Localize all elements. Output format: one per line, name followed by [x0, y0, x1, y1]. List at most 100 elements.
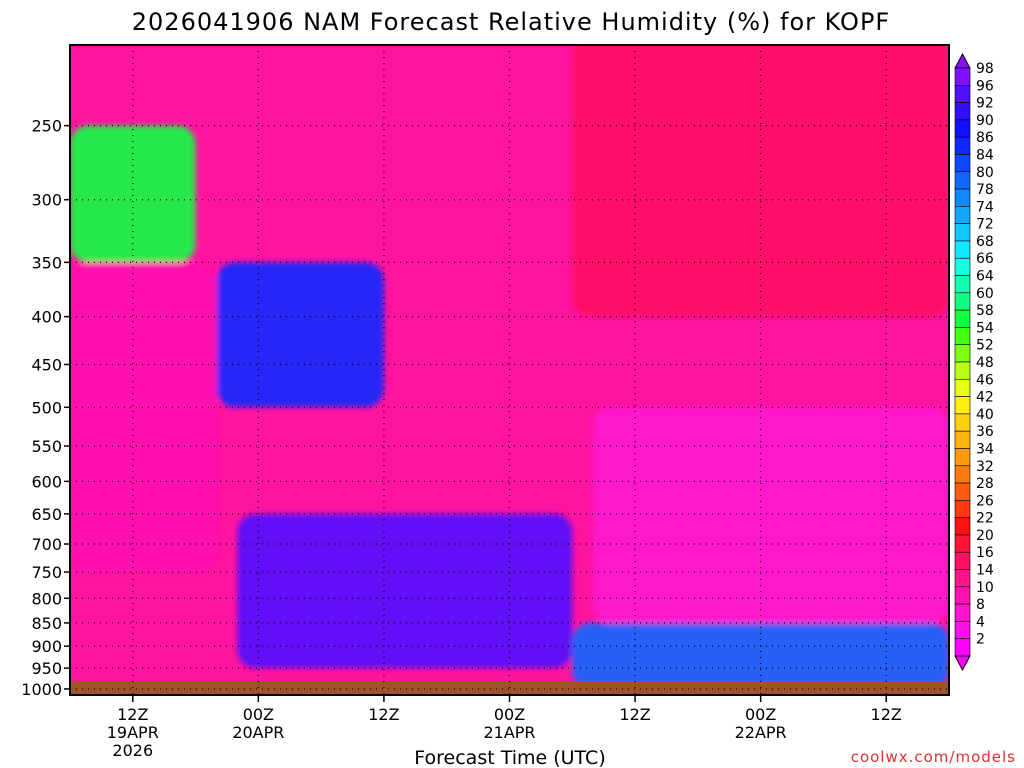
colorbar-swatch: [954, 84, 971, 103]
y-tick-label: 400: [31, 308, 62, 327]
colorbar-swatch: [954, 257, 971, 276]
x-tick-label: 00Z: [745, 705, 776, 724]
grid: [70, 45, 949, 695]
x-tick-label: 2026: [112, 741, 153, 760]
y-tick-label: 850: [31, 614, 62, 633]
colorbar-label: 42: [976, 390, 994, 406]
colorbar-label: 92: [976, 96, 994, 112]
colorbar-swatch: [954, 171, 971, 190]
colorbar-swatch: [954, 603, 971, 622]
colorbar-label: 74: [976, 199, 994, 215]
colorbar-label: 60: [976, 286, 994, 302]
colorbar-swatch: [954, 517, 971, 536]
colorbar-label: 28: [976, 476, 994, 492]
colorbar: 9896929086848078747268666460585452484642…: [954, 52, 994, 672]
x-axis-label: Forecast Time (UTC): [414, 747, 605, 768]
credit-text: coolwx.com/models: [851, 748, 1016, 766]
colorbar-label: 14: [976, 563, 994, 579]
colorbar-label: 20: [976, 528, 994, 544]
colorbar-label: 26: [976, 493, 994, 509]
colorbar-label: 54: [976, 320, 994, 336]
colorbar-swatch: [954, 327, 971, 346]
colorbar-swatch: [954, 500, 971, 518]
colorbar-label: 10: [976, 580, 994, 596]
colorbar-swatch: [954, 275, 971, 294]
rh-region: [572, 622, 949, 689]
rh-field: [70, 45, 949, 689]
colorbar-swatch: [954, 223, 971, 242]
colorbar-swatch: [954, 136, 971, 155]
colorbar-swatch: [954, 206, 971, 224]
y-tick-label: 700: [31, 535, 62, 554]
y-tick-label: 450: [31, 355, 62, 374]
colorbar-swatch: [954, 240, 971, 259]
colorbar-swatch: [954, 292, 971, 311]
rh-region: [70, 262, 217, 573]
colorbar-swatch: [954, 361, 971, 380]
colorbar-label: 86: [976, 130, 994, 146]
y-tick-label: 1000: [21, 680, 62, 699]
colorbar-label: 98: [976, 61, 994, 77]
colorbar-swatch: [954, 344, 971, 363]
colorbar-swatch: [954, 586, 971, 605]
colorbar-label: 40: [976, 407, 994, 423]
colorbar-swatch: [954, 465, 971, 484]
colorbar-label: 84: [976, 147, 994, 163]
y-tick-label: 550: [31, 437, 62, 456]
colorbar-label: 78: [976, 182, 994, 198]
y-axis: 250 300 350 400 450 500 550 600 650 700 750 800 850 9…: [21, 117, 70, 699]
colorbar-swatch: [954, 309, 971, 328]
y-tick-label: 900: [31, 637, 62, 656]
rh-region: [216, 262, 384, 408]
colorbar-label: 80: [976, 165, 994, 181]
colorbar-label: 90: [976, 113, 994, 129]
colorbar-swatch: [954, 188, 971, 207]
colorbar-label: 58: [976, 303, 994, 319]
rh-region: [70, 125, 196, 263]
colorbar-swatch: [954, 569, 971, 588]
colorbar-swatch: [954, 67, 971, 86]
x-tick-label: 19APR: [107, 723, 159, 742]
colorbar-swatch: [954, 638, 971, 657]
x-tick-label: 21APR: [483, 723, 535, 742]
colorbar-swatch: [954, 448, 971, 467]
y-tick-label: 950: [31, 659, 62, 678]
colorbar-label: 4: [976, 614, 985, 630]
x-tick-label: 12Z: [619, 705, 650, 724]
colorbar-swatch: [954, 482, 971, 501]
rh-region: [593, 407, 949, 623]
colorbar-swatch: [954, 396, 971, 415]
x-tick-label: 00Z: [243, 705, 274, 724]
colorbar-label: 66: [976, 251, 994, 267]
y-tick-label: 600: [31, 472, 62, 491]
x-tick-label: 00Z: [494, 705, 525, 724]
colorbar-label: 52: [976, 338, 994, 354]
colorbar-label: 96: [976, 78, 994, 94]
chart-title: 2026041906 NAM Forecast Relative Humidit…: [132, 8, 890, 36]
colorbar-swatch: [954, 378, 971, 397]
colorbar-swatch: [954, 413, 971, 432]
y-tick-label: 800: [31, 589, 62, 608]
colorbar-swatch: [954, 119, 971, 138]
y-tick-label: 750: [31, 563, 62, 582]
y-tick-label: 350: [31, 253, 62, 272]
colorbar-label: 36: [976, 424, 994, 440]
colorbar-label: 64: [976, 269, 994, 285]
x-tick-label: 12Z: [871, 705, 902, 724]
colorbar-label: 34: [976, 441, 994, 457]
y-tick-label: 300: [31, 191, 62, 210]
colorbar-swatch: [954, 102, 971, 121]
colorbar-swatch: [954, 551, 971, 570]
colorbar-label: 46: [976, 372, 994, 388]
x-tick-label: 12Z: [368, 705, 399, 724]
colorbar-label: 16: [976, 545, 994, 561]
rh-region: [572, 45, 949, 317]
colorbar-label: 8: [976, 597, 985, 613]
x-tick-label: 12Z: [117, 705, 148, 724]
colorbar-label: 68: [976, 234, 994, 250]
colorbar-label: 48: [976, 355, 994, 371]
y-tick-label: 250: [31, 117, 62, 136]
colorbar-swatch: [954, 430, 971, 449]
